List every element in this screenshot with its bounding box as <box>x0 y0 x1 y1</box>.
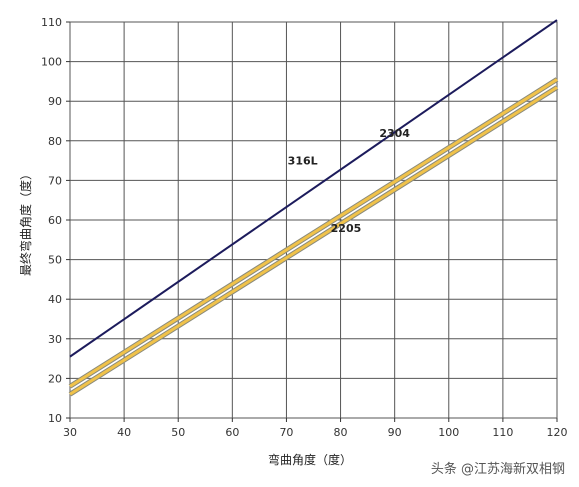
y-tick-label: 40 <box>48 293 62 306</box>
series-label-316l: 316L <box>288 155 318 168</box>
series-line-316l <box>69 19 558 358</box>
x-tick-label: 110 <box>492 426 513 439</box>
y-tick-label: 100 <box>41 56 62 69</box>
x-tick-label: 50 <box>171 426 185 439</box>
y-tick-label: 20 <box>48 372 62 385</box>
y-axis: 10 20 30 40 50 60 70 80 90 100 110 <box>41 16 70 425</box>
series-labels: 316L 2304 2205 <box>288 127 411 235</box>
series-line-2304 <box>69 78 558 388</box>
x-tick-label: 40 <box>117 426 131 439</box>
series-label-2205: 2205 <box>331 222 362 235</box>
x-tick-label: 30 <box>63 426 77 439</box>
y-tick-label: 30 <box>48 333 62 346</box>
x-tick-label: 90 <box>388 426 402 439</box>
y-tick-label: 80 <box>48 135 62 148</box>
series <box>68 19 559 397</box>
y-tick-label: 90 <box>48 95 62 108</box>
watermark-text: 头条 @江苏海新双相钢 <box>431 461 565 477</box>
x-tick-label: 70 <box>279 426 293 439</box>
series-label-2304: 2304 <box>379 127 410 140</box>
y-tick-label: 70 <box>48 174 62 187</box>
x-axis: 30 40 50 60 70 80 90 100 110 120 <box>63 418 568 439</box>
x-tick-label: 120 <box>547 426 568 439</box>
y-tick-label: 110 <box>41 16 62 29</box>
series-line-2205 <box>69 86 558 396</box>
x-tick-label: 80 <box>334 426 348 439</box>
y-tick-label: 60 <box>48 214 62 227</box>
x-tick-label: 60 <box>225 426 239 439</box>
y-axis-title: 最终弯曲角度（度） <box>18 168 33 276</box>
y-tick-label: 10 <box>48 412 62 425</box>
y-tick-label: 50 <box>48 254 62 267</box>
x-axis-title: 弯曲角度（度） <box>268 452 352 467</box>
x-tick-label: 100 <box>438 426 459 439</box>
